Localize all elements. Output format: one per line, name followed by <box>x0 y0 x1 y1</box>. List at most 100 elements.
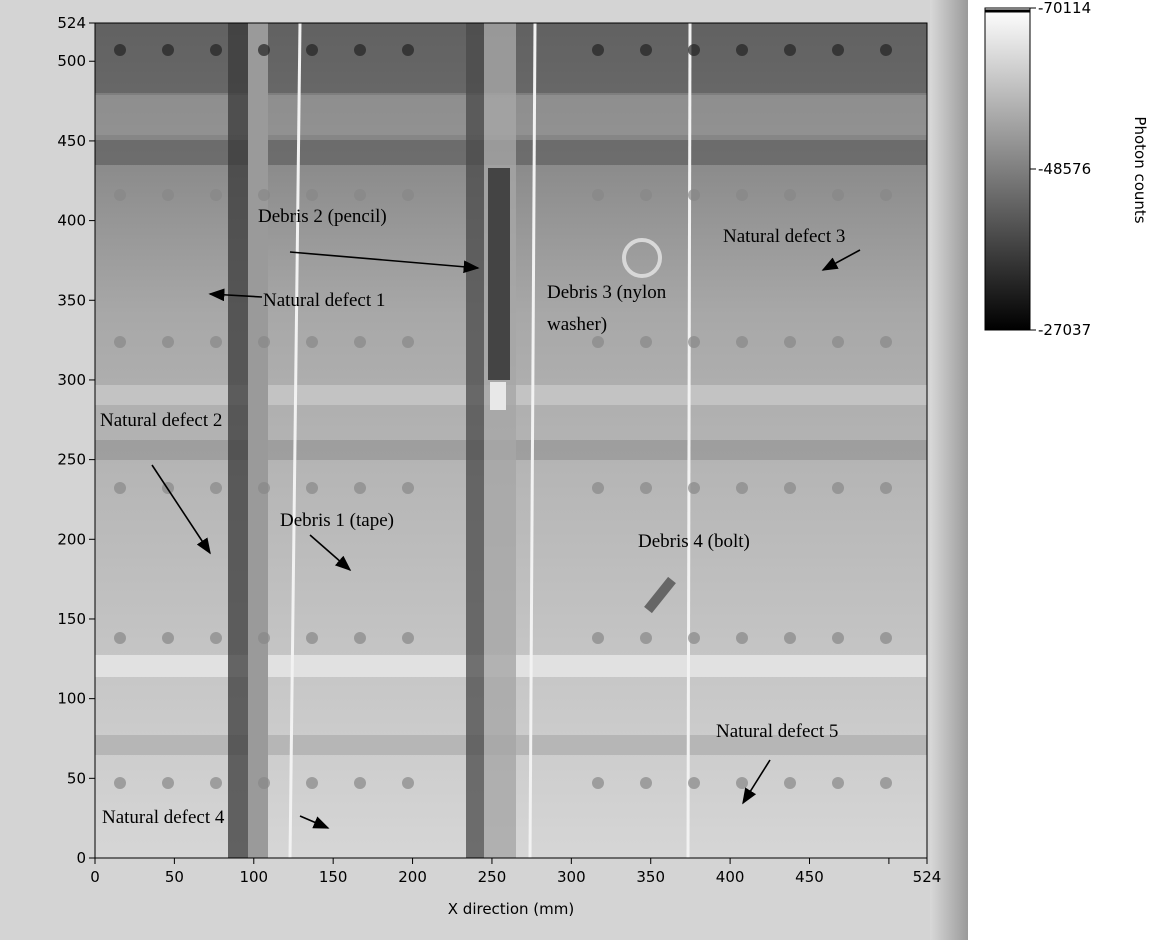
x-tick-label: 250 <box>478 868 507 886</box>
scan-dot <box>880 482 892 494</box>
scan-dot <box>114 336 126 348</box>
scan-dot <box>258 189 270 201</box>
scan-dot <box>784 44 796 56</box>
colorbar-label: Photon counts <box>1131 116 1149 223</box>
y-tick-label: 0 <box>76 849 86 867</box>
scan-dot <box>402 44 414 56</box>
scan-dot <box>880 44 892 56</box>
scan-dot <box>210 44 222 56</box>
scan-dot <box>354 482 366 494</box>
annotation: Natural defect 2 <box>100 410 222 431</box>
scan-dot <box>354 189 366 201</box>
x-tick-label: 400 <box>716 868 745 886</box>
annotation: Debris 3 (nylon <box>547 282 667 303</box>
scan-dot <box>402 336 414 348</box>
annotation: Natural defect 1 <box>263 290 385 311</box>
annotation: Debris 2 (pencil) <box>258 206 387 227</box>
scan-dot <box>640 44 652 56</box>
x-tick-label: 150 <box>319 868 348 886</box>
y-tick-label: 50 <box>67 769 86 787</box>
scan-dot <box>210 189 222 201</box>
frame-edge <box>930 0 968 940</box>
scan-dot <box>210 336 222 348</box>
x-axis-label: X direction (mm) <box>448 900 574 918</box>
scan-dot <box>640 189 652 201</box>
y-tick-label: 524 <box>57 14 86 32</box>
x-tick-label: 450 <box>795 868 824 886</box>
scan-dot <box>354 44 366 56</box>
annotation: Natural defect 5 <box>716 721 838 742</box>
scan-dot <box>784 336 796 348</box>
scan-dot <box>258 482 270 494</box>
scan-dot <box>592 632 604 644</box>
annotation: washer) <box>547 314 607 335</box>
scan-dot <box>354 632 366 644</box>
scan-dot <box>736 336 748 348</box>
scan-dot <box>688 777 700 789</box>
scan-dot <box>114 482 126 494</box>
scan-dot <box>306 336 318 348</box>
scan-dot <box>306 44 318 56</box>
annotation: Debris 4 (bolt) <box>638 531 750 552</box>
x-tick-label: 50 <box>165 868 184 886</box>
scan-dot <box>402 189 414 201</box>
y-tick-label: 200 <box>57 530 86 548</box>
scan-dot <box>114 44 126 56</box>
scan-dot <box>832 632 844 644</box>
scan-dot <box>114 189 126 201</box>
x-tick-label: 100 <box>239 868 268 886</box>
y-tick-label: 100 <box>57 690 86 708</box>
y-tick-label: 150 <box>57 610 86 628</box>
scan-dot <box>880 632 892 644</box>
scan-dot <box>402 632 414 644</box>
scan-dot <box>258 632 270 644</box>
scan-dot <box>880 777 892 789</box>
annotation: Natural defect 4 <box>102 807 225 828</box>
scan-dot <box>306 482 318 494</box>
scan-dot <box>210 632 222 644</box>
y-tick-label: 300 <box>57 371 86 389</box>
colorbar-tick-label: -48576 <box>1038 160 1091 178</box>
scan-dot <box>162 336 174 348</box>
y-tick-label: 250 <box>57 451 86 469</box>
colorbar <box>985 8 1030 330</box>
scan-dot <box>354 336 366 348</box>
y-tick-label: 450 <box>57 132 86 150</box>
scan-dot <box>402 482 414 494</box>
x-tick-label: 524 <box>913 868 942 886</box>
annotation: Natural defect 3 <box>723 226 845 247</box>
scan-dot <box>258 44 270 56</box>
colorbar-tick-label: -27037 <box>1038 321 1091 339</box>
scan-dot <box>736 44 748 56</box>
scan-dot <box>688 44 700 56</box>
scan-dot <box>592 189 604 201</box>
scan-dot <box>402 777 414 789</box>
y-tick-label: 500 <box>57 52 86 70</box>
scan-dot <box>162 44 174 56</box>
scan-dot <box>688 482 700 494</box>
scan-dot <box>880 336 892 348</box>
x-tick-label: 0 <box>90 868 100 886</box>
scan-dot <box>592 336 604 348</box>
scan-dot <box>736 632 748 644</box>
scan-dot <box>258 336 270 348</box>
scan-dot <box>688 189 700 201</box>
scan-dot <box>640 482 652 494</box>
scan-dot <box>258 777 270 789</box>
scan-dot <box>354 777 366 789</box>
scan-dot <box>162 189 174 201</box>
scan-dot <box>784 632 796 644</box>
scan-dot <box>688 632 700 644</box>
scan-dot <box>592 777 604 789</box>
scan-dot <box>736 189 748 201</box>
y-tick-label: 350 <box>57 291 86 309</box>
scan-dot <box>210 777 222 789</box>
scan-dot <box>832 482 844 494</box>
x-tick-label: 350 <box>636 868 665 886</box>
scan-dot <box>306 777 318 789</box>
x-tick-label: 300 <box>557 868 586 886</box>
scan-dot <box>306 632 318 644</box>
scan-dot <box>688 336 700 348</box>
scan-dot <box>736 482 748 494</box>
scan-dot <box>114 777 126 789</box>
